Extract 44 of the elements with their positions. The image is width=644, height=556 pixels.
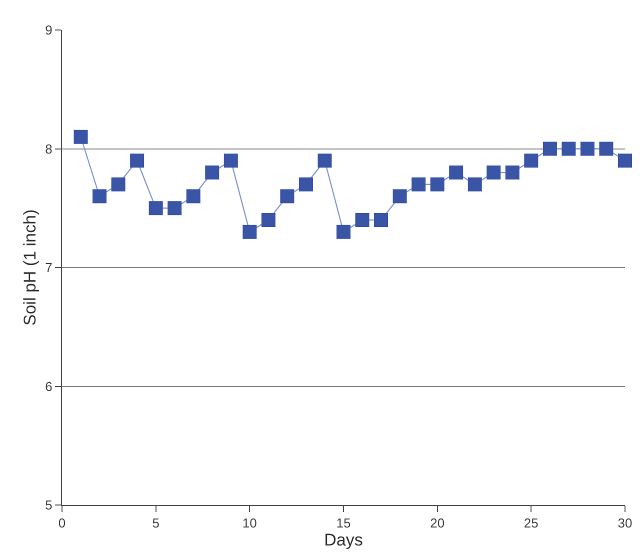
point bbox=[468, 177, 482, 192]
x-tick-label: 30 bbox=[618, 516, 632, 531]
y-axis-title: Soil pH (1 inch) bbox=[20, 209, 40, 326]
point bbox=[599, 142, 614, 156]
point bbox=[168, 201, 182, 216]
point bbox=[355, 213, 370, 227]
x-tick-label: 20 bbox=[430, 516, 445, 531]
point bbox=[374, 213, 388, 227]
point bbox=[242, 224, 257, 239]
x-tick-label: 0 bbox=[58, 516, 66, 531]
point bbox=[618, 154, 632, 168]
point bbox=[580, 142, 594, 156]
point bbox=[505, 166, 520, 180]
point bbox=[111, 177, 126, 192]
y-tick-label: 6 bbox=[45, 378, 52, 394]
y-tick-label: 8 bbox=[45, 141, 52, 156]
point bbox=[148, 201, 163, 216]
y-tick-label: 9 bbox=[45, 22, 52, 38]
point bbox=[412, 177, 426, 192]
x-tick-label: 15 bbox=[336, 516, 351, 531]
point bbox=[430, 177, 444, 192]
x-tick-label: 5 bbox=[152, 516, 160, 531]
point bbox=[298, 177, 313, 192]
point bbox=[336, 224, 350, 239]
point bbox=[92, 189, 107, 204]
point bbox=[186, 189, 200, 204]
point bbox=[524, 154, 538, 168]
y-tick-label: 5 bbox=[45, 498, 52, 513]
point bbox=[449, 166, 464, 180]
point bbox=[562, 142, 576, 156]
y-tick-label: 7 bbox=[45, 260, 52, 276]
point bbox=[280, 189, 294, 204]
point bbox=[130, 154, 144, 168]
point bbox=[542, 142, 557, 156]
x-tick-label: 25 bbox=[524, 516, 538, 531]
point bbox=[486, 166, 501, 180]
point bbox=[74, 130, 88, 144]
point bbox=[392, 189, 407, 204]
x-tick-label: 10 bbox=[242, 516, 257, 531]
point bbox=[261, 213, 276, 227]
point bbox=[318, 154, 332, 168]
point bbox=[224, 154, 238, 168]
x-axis-title: Days bbox=[324, 530, 363, 550]
point bbox=[205, 166, 220, 180]
